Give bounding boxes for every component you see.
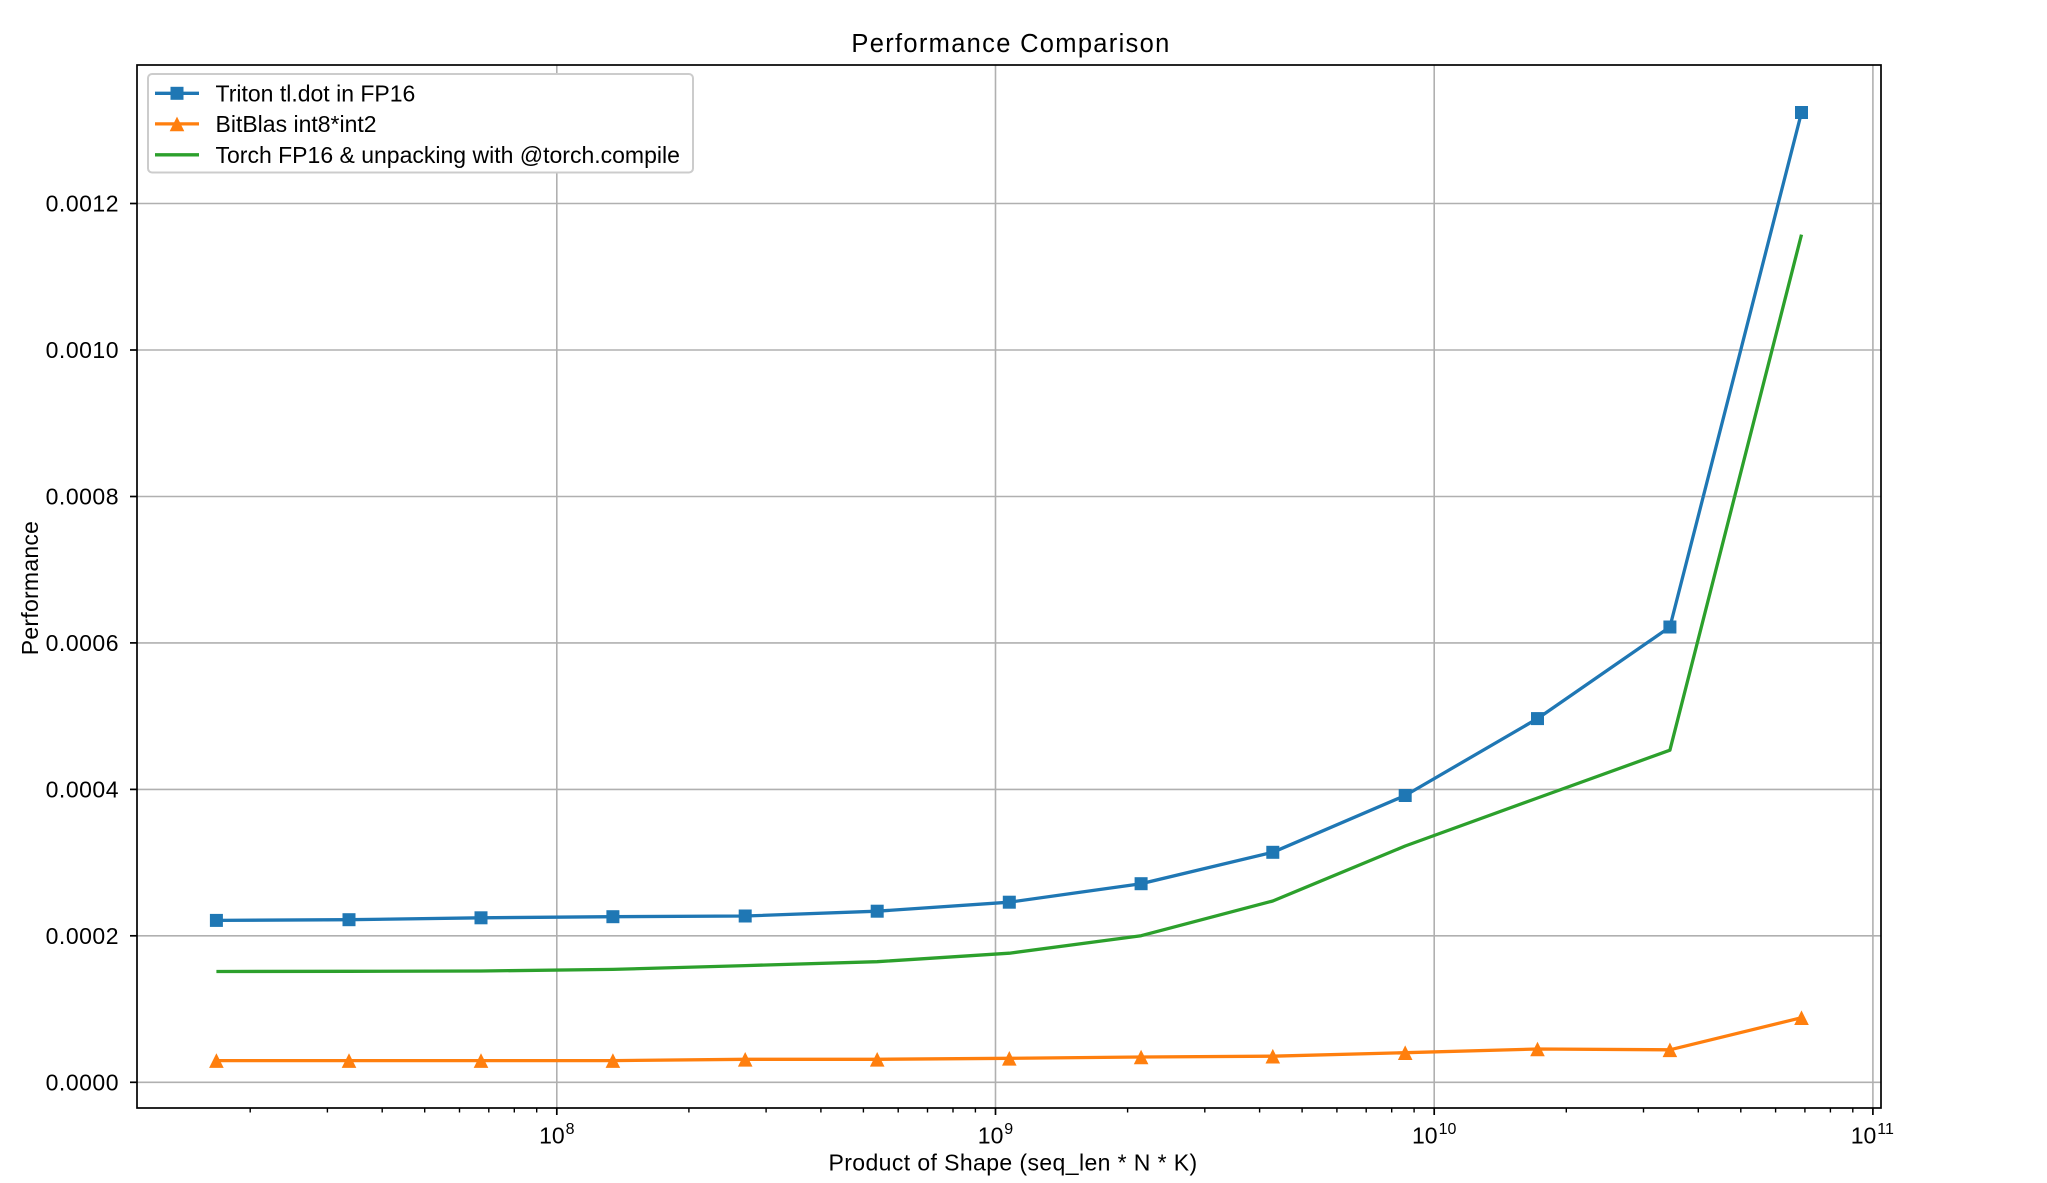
svg-text:0.0000: 0.0000 (46, 1069, 119, 1095)
svg-text:0.0010: 0.0010 (46, 337, 119, 363)
svg-text:Performance Comparison: Performance Comparison (851, 30, 1170, 58)
svg-text:10: 10 (1851, 1123, 1877, 1149)
svg-text:Product of Shape (seq_len * N: Product of Shape (seq_len * N * K) (828, 1150, 1197, 1176)
svg-text:11: 11 (1877, 1121, 1894, 1138)
svg-text:8: 8 (566, 1121, 575, 1138)
svg-text:10: 10 (539, 1123, 565, 1149)
svg-text:Performance: Performance (17, 521, 43, 655)
svg-text:Triton tl.dot in FP16: Triton tl.dot in FP16 (216, 80, 416, 106)
svg-text:9: 9 (1004, 1121, 1013, 1138)
svg-text:0.0012: 0.0012 (46, 191, 119, 217)
svg-text:10: 10 (978, 1123, 1004, 1149)
svg-text:Torch FP16 & unpacking with @t: Torch FP16 & unpacking with @torch.compi… (216, 142, 680, 168)
svg-text:10: 10 (1439, 1121, 1457, 1138)
svg-text:0.0006: 0.0006 (46, 630, 119, 656)
svg-text:0.0008: 0.0008 (46, 484, 119, 510)
svg-text:0.0004: 0.0004 (46, 777, 119, 803)
svg-text:0.0002: 0.0002 (46, 923, 119, 949)
svg-text:10: 10 (1412, 1123, 1438, 1149)
svg-text:BitBlas int8*int2: BitBlas int8*int2 (216, 111, 377, 137)
